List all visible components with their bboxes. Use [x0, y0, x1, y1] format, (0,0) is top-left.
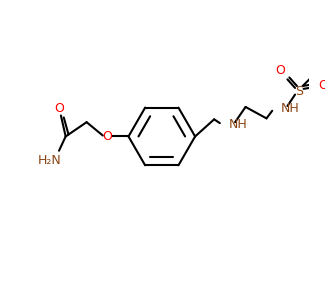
Text: NH: NH [228, 118, 247, 131]
Text: H₂N: H₂N [38, 154, 61, 167]
Text: S: S [295, 85, 303, 98]
Text: NH: NH [281, 102, 300, 115]
Text: O: O [319, 79, 325, 92]
Text: O: O [103, 130, 112, 143]
Text: O: O [275, 64, 285, 77]
Text: O: O [54, 102, 64, 115]
